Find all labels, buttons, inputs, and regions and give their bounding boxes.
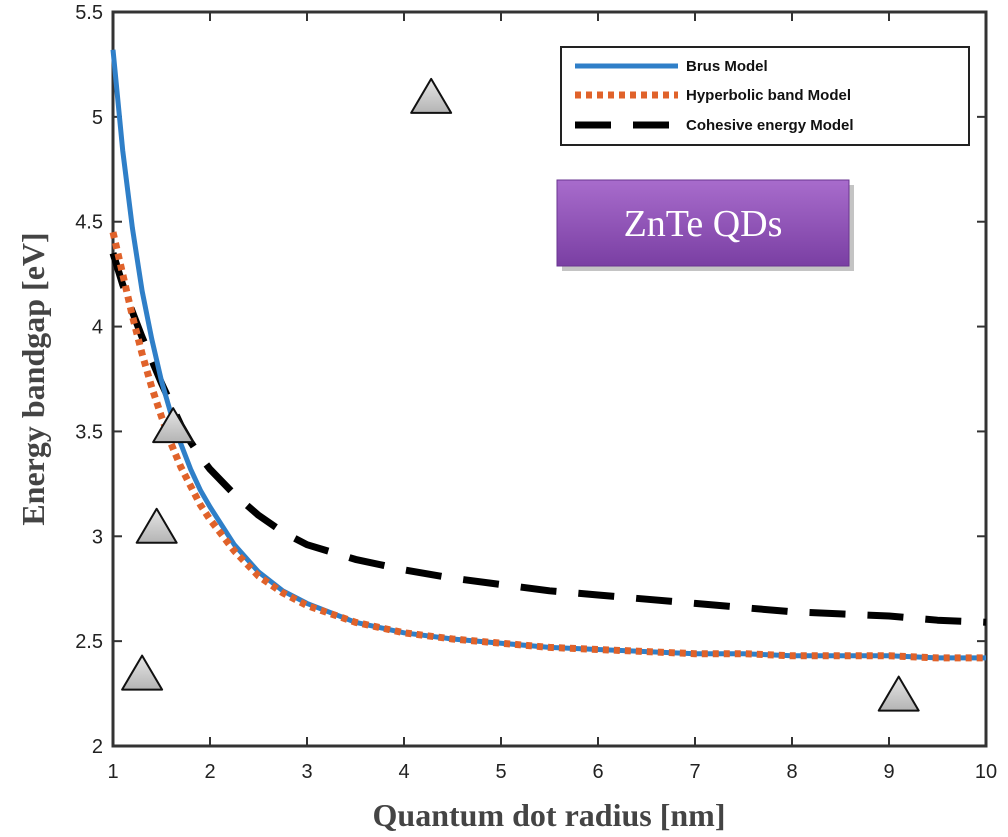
legend-label-hyperbolic: Hyperbolic band Model xyxy=(686,87,851,104)
series-line-hyperbolic xyxy=(109,231,986,662)
legend: Brus Model Hyperbolic band Model Cohesiv… xyxy=(560,46,970,146)
x-tick-label: 10 xyxy=(975,761,997,783)
triangle-marker xyxy=(121,654,164,691)
triangle-markers xyxy=(121,77,920,712)
triangle-marker xyxy=(877,675,920,712)
legend-label-brus: Brus Model xyxy=(686,58,768,75)
x-tick-label: 5 xyxy=(495,761,506,783)
annotation-box: ZnTe QDs xyxy=(556,179,854,271)
y-axis-title: Energy bandgap [eV] xyxy=(15,232,51,525)
y-tick-label: 5.5 xyxy=(75,2,103,24)
x-tick-label: 3 xyxy=(301,761,312,783)
y-tick-label: 3.5 xyxy=(75,421,103,443)
x-tick-label: 2 xyxy=(204,761,215,783)
y-tick-label: 4 xyxy=(92,317,103,339)
legend-label-cohesive: Cohesive energy Model xyxy=(686,117,854,134)
triangle-marker xyxy=(152,407,195,444)
x-tick-label: 8 xyxy=(786,761,797,783)
x-tick-label: 4 xyxy=(398,761,409,783)
y-tick-label: 3 xyxy=(92,526,103,548)
annotation-label: ZnTe QDs xyxy=(624,203,783,245)
y-tick-label: 5 xyxy=(92,107,103,129)
x-tick-label: 9 xyxy=(883,761,894,783)
y-tick-label: 2 xyxy=(92,736,103,758)
y-tick-label: 2.5 xyxy=(75,631,103,653)
triangle-marker xyxy=(135,507,178,544)
x-axis-title: Quantum dot radius [nm] xyxy=(373,797,726,833)
y-tick-label: 4.5 xyxy=(75,212,103,234)
series-lines xyxy=(109,49,987,662)
x-tick-label: 6 xyxy=(592,761,603,783)
x-tick-label: 7 xyxy=(689,761,700,783)
triangle-marker xyxy=(410,77,453,114)
x-tick-label: 1 xyxy=(107,761,118,783)
